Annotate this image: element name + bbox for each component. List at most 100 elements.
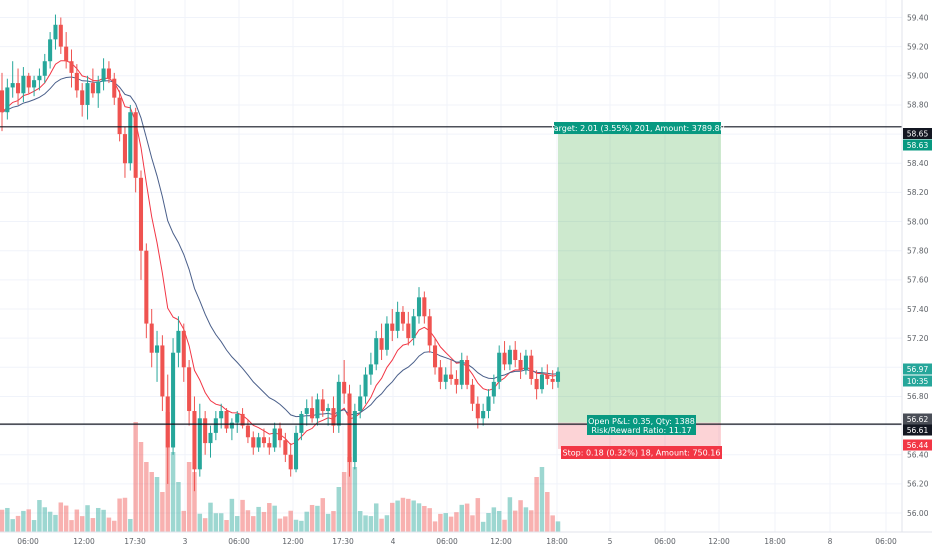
candle — [470, 378, 475, 412]
candle — [58, 17, 63, 54]
volume-bar — [347, 457, 352, 532]
volume-bar — [234, 516, 240, 532]
candle — [315, 393, 320, 426]
candle — [449, 360, 454, 385]
time-tick-label: 06:00 — [654, 537, 676, 546]
volume-bar — [229, 498, 235, 532]
price-axis-background — [902, 0, 932, 550]
candle — [48, 32, 53, 69]
volume-bar — [149, 472, 154, 532]
profit-zone[interactable] — [558, 129, 721, 423]
candle-body — [58, 24, 63, 47]
volume-bar — [293, 519, 299, 532]
candle-body — [363, 374, 368, 397]
candle-body — [294, 432, 299, 470]
position-zone-layer[interactable] — [558, 129, 721, 449]
volume-bar — [154, 477, 160, 532]
candle-body — [433, 345, 438, 368]
candle-body — [534, 378, 539, 390]
time-axis-background — [0, 532, 932, 550]
candle-body — [347, 393, 352, 463]
candle-body — [219, 411, 224, 419]
position-labels: Target: 2.01 (3.55%) 201, Amount: 3789.8… — [549, 122, 725, 459]
volume-bar — [95, 507, 101, 532]
candle-body — [352, 411, 357, 463]
price-tag-box — [903, 128, 932, 139]
candle — [267, 437, 272, 455]
price-tag-label: 56.97 — [907, 365, 929, 374]
candle — [197, 403, 202, 477]
candle-body — [267, 443, 272, 448]
candle-body — [165, 396, 170, 448]
candle-body — [555, 371, 561, 382]
volume-bar — [523, 507, 529, 532]
volume-bar — [529, 510, 534, 532]
price-tag-box — [903, 413, 932, 425]
volume-bar — [288, 510, 293, 532]
time-tick-label: 17:30 — [332, 537, 354, 546]
candle — [368, 352, 373, 385]
volume-bar — [74, 509, 80, 532]
candle — [454, 370, 459, 394]
candle — [411, 308, 416, 346]
volume-bar — [518, 500, 523, 532]
time-tick-label: 12:00 — [490, 537, 512, 546]
candle-body — [486, 396, 491, 412]
candle — [213, 411, 218, 441]
candle — [10, 61, 15, 98]
candle-body — [550, 378, 555, 382]
open-pl-label: Open P&L: 0.35, Qty: 1388 — [588, 417, 695, 426]
volume-bar — [496, 510, 502, 532]
candle — [465, 355, 470, 390]
candle-body — [112, 78, 117, 98]
volume-bar — [31, 520, 37, 532]
volume-bar — [26, 509, 31, 532]
candle — [384, 316, 389, 356]
candle-body — [229, 422, 234, 429]
candle-body — [470, 384, 475, 404]
candle — [149, 308, 154, 368]
price-axis[interactable]: 59.4059.2059.0058.8058.6058.4058.2058.00… — [901, 0, 932, 550]
candle — [37, 68, 42, 91]
volume-bar — [448, 516, 454, 532]
candle-body — [122, 134, 127, 164]
time-tick-label: 12:00 — [282, 537, 304, 546]
volume-bar — [352, 467, 358, 532]
price-tick-label: 58.80 — [907, 101, 929, 110]
candle — [443, 367, 448, 390]
volume-layer — [0, 412, 561, 532]
volume-bar — [507, 497, 513, 532]
time-tick-label: 8 — [828, 537, 833, 546]
candle-body — [454, 378, 459, 385]
volume-bar — [133, 422, 138, 532]
price-tick-label: 57.40 — [907, 305, 929, 314]
candle-body — [272, 428, 277, 448]
time-tick-label: 4 — [391, 537, 396, 546]
volume-bar — [379, 518, 384, 532]
time-axis[interactable]: 06:00 12:00 17:30 3 06:00 12:00 17:30 4 06:00 12:… — [0, 531, 932, 550]
candle-body — [144, 250, 149, 324]
price-tick-label: 56.00 — [907, 509, 929, 518]
candle — [320, 389, 325, 417]
candle — [518, 352, 523, 379]
volume-bar — [283, 516, 288, 532]
candle — [96, 75, 101, 108]
volume-bar — [272, 505, 277, 532]
candle-body — [69, 61, 74, 73]
candle — [550, 370, 555, 390]
candle — [85, 75, 90, 120]
volume-bar — [411, 500, 416, 532]
time-tick-label: 3 — [183, 537, 188, 546]
price-tag-label: 56.44 — [907, 441, 929, 450]
candle-body — [101, 68, 106, 82]
price-tag-label: 56.61 — [907, 426, 929, 435]
grid-layer — [0, 0, 902, 532]
volume-bar — [277, 518, 283, 532]
volume-bar — [128, 518, 133, 532]
horizontal-lines-layer[interactable] — [0, 126, 902, 425]
price-tag-box — [903, 363, 932, 375]
candle — [144, 243, 149, 339]
